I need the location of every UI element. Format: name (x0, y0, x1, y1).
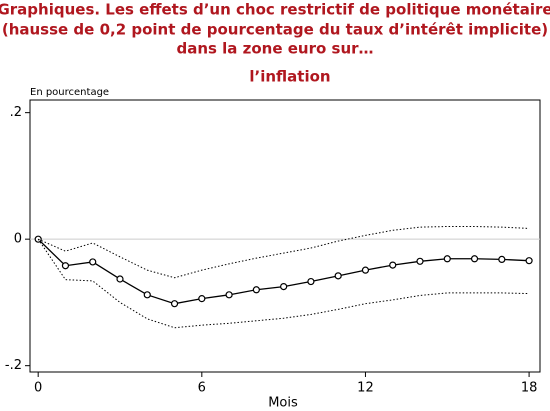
point (443, 255, 451, 263)
series-line (37, 226, 530, 279)
point (334, 272, 342, 280)
title-line: dans la zone euro sur… (176, 40, 373, 58)
point (389, 261, 397, 269)
x-tick-label: 0 (34, 381, 42, 396)
point (116, 275, 124, 283)
x-axis-label: Mois (268, 396, 298, 411)
y-tick-label: -.2 (5, 358, 22, 373)
y-tick-label: .2 (10, 105, 22, 120)
point (280, 283, 288, 291)
point (307, 277, 315, 286)
series-line (37, 238, 530, 305)
title-line: Graphiques. Les effets d’un choc restric… (0, 1, 550, 19)
x-tick-label: 12 (357, 381, 374, 396)
y-tick-label: 0 (14, 232, 22, 247)
title-line: (hausse de 0,2 point de pourcentage du t… (2, 21, 548, 39)
subtitle: l’inflation (249, 68, 330, 86)
point (361, 266, 370, 274)
point (252, 286, 260, 294)
point (143, 291, 151, 299)
point (225, 291, 233, 299)
point (416, 257, 424, 265)
point (498, 255, 506, 264)
point (470, 255, 479, 263)
plot-frame (29, 99, 541, 373)
point (170, 300, 179, 308)
x-tick-label: 18 (521, 381, 538, 396)
x-tick-label: 6 (198, 381, 206, 396)
point (198, 295, 206, 303)
y-axis-label: En pourcentage (30, 87, 109, 98)
point (525, 257, 533, 265)
series-line (37, 238, 530, 329)
point (89, 258, 97, 266)
point (61, 262, 70, 270)
